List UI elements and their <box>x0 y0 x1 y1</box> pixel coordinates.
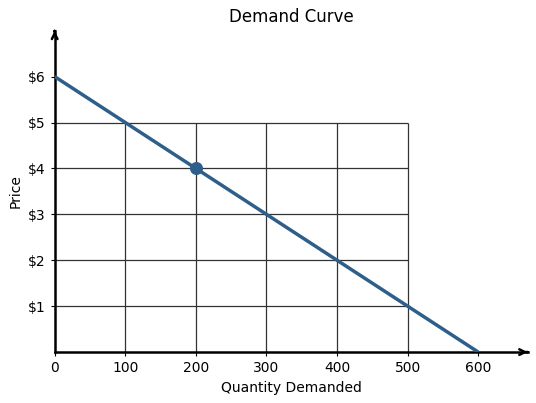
Y-axis label: Price: Price <box>9 174 23 208</box>
Title: Demand Curve: Demand Curve <box>229 8 354 26</box>
Point <box>191 165 200 172</box>
X-axis label: Quantity Demanded: Quantity Demanded <box>221 381 362 395</box>
